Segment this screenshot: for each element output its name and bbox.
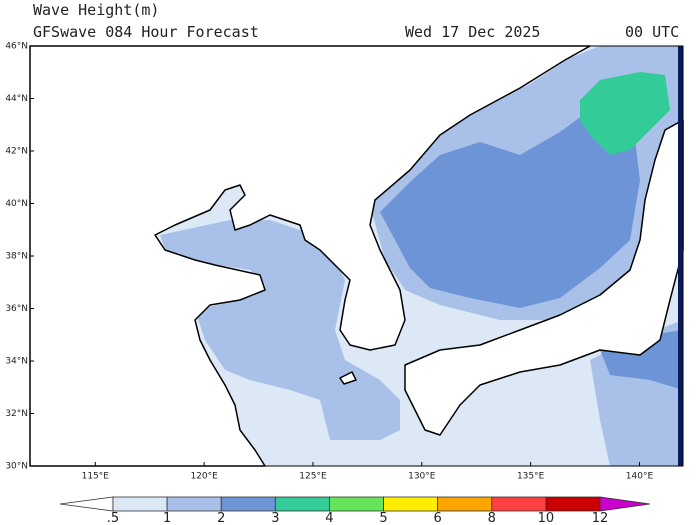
wave-zone <box>580 72 670 155</box>
lon-tick-label: 140°E <box>626 472 654 482</box>
lat-tick-label: 46°N <box>5 42 28 52</box>
colorbar-box <box>112 496 168 512</box>
land <box>339 371 357 385</box>
colorbar-box <box>545 496 601 512</box>
time: 00 UTC <box>625 23 679 41</box>
colorbar-box <box>437 496 493 512</box>
wave-zone <box>380 100 640 308</box>
lat-tick-label: 30°N <box>5 462 28 472</box>
title: Wave Height(m) <box>33 1 159 19</box>
lat-tick-label: 40°N <box>5 199 28 209</box>
colorbar-label: 4 <box>325 511 333 525</box>
colorbar-label: 6 <box>434 511 442 525</box>
lat-tick-label: 42°N <box>5 147 28 157</box>
colorbar-box <box>166 496 222 512</box>
lat-tick-label: 44°N <box>5 94 28 104</box>
lon-tick-label: 125°E <box>299 472 327 482</box>
lat-tick-label: 36°N <box>5 304 28 314</box>
land <box>404 119 684 436</box>
lat-tick-label: 32°N <box>5 409 28 419</box>
colorbar-high <box>599 496 651 512</box>
lat-tick-label: 38°N <box>5 252 28 262</box>
colorbar-label: 8 <box>488 511 496 525</box>
land <box>29 45 591 467</box>
map: 30°N 32°N 34°N 36°N 38°N 40°N 42°N 44°N 46°N 115°… <box>5 42 684 482</box>
colorbar-label: 10 <box>538 511 555 525</box>
colorbar-label: 5 <box>379 511 387 525</box>
colorbar-box <box>329 496 384 512</box>
lon-tick-label: 130°E <box>408 472 436 482</box>
wave-zone <box>160 220 400 440</box>
colorbar-box <box>220 496 276 512</box>
date: Wed 17 Dec 2025 <box>405 23 540 41</box>
subtitle: GFSwave 084 Hour Forecast <box>33 23 259 41</box>
colorbar-box <box>491 496 547 512</box>
colorbar-label: 2 <box>217 511 225 525</box>
edge-strip <box>678 46 683 466</box>
lon-tick-label: 115°E <box>82 472 110 482</box>
colorbar-label: .5 <box>107 511 119 525</box>
colorbar-box <box>383 496 439 512</box>
colorbar-box <box>274 496 330 512</box>
colorbar-label: 12 <box>592 511 609 525</box>
colorbar-low <box>59 496 114 512</box>
colorbar-label: 1 <box>163 511 171 525</box>
lon-tick-label: 120°E <box>190 472 218 482</box>
colorbar: .5 1 2 3 4 5 6 8 10 12 <box>59 496 651 525</box>
lon-tick-label: 135°E <box>517 472 545 482</box>
lat-tick-label: 34°N <box>5 357 28 367</box>
colorbar-label: 3 <box>271 511 279 525</box>
